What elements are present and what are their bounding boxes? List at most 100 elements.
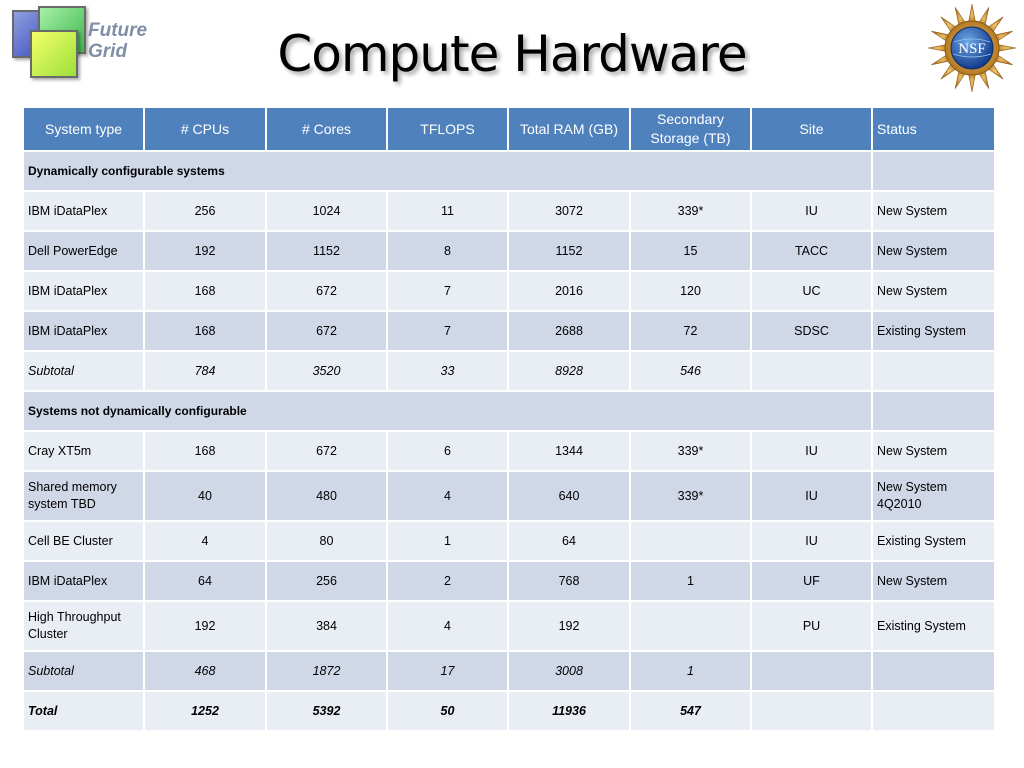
section-label: Systems not dynamically configurable	[22, 390, 873, 432]
table-cell: TACC	[750, 230, 873, 272]
table-cell: Existing System	[871, 600, 996, 652]
table-cell: 672	[265, 310, 388, 352]
table-cell: IU	[750, 520, 873, 562]
table-cell: 1152	[265, 230, 388, 272]
hardware-table-container: System type # CPUs # Cores TFLOPS Total RAM …	[22, 106, 996, 732]
table-cell: New System	[871, 430, 996, 472]
table-cell: 17	[386, 650, 509, 692]
table-cell: New System 4Q2010	[871, 470, 996, 522]
logo-text-line-1: Future	[88, 20, 148, 41]
table-cell: New System	[871, 560, 996, 602]
table-body: Dynamically configurable systems IBM iDat…	[22, 150, 996, 732]
futuregrid-logo: Future Grid	[12, 6, 162, 80]
table-cell: 7	[386, 270, 509, 312]
column-header: System type	[22, 106, 145, 152]
table-cell: 768	[507, 560, 631, 602]
table-cell: 15	[629, 230, 752, 272]
table-cell: 8	[386, 230, 509, 272]
table-cell: IU	[750, 470, 873, 522]
table-cell: 468	[143, 650, 267, 692]
table-cell: 1344	[507, 430, 631, 472]
page-title: Compute Hardware	[277, 25, 747, 83]
table-cell: 1252	[143, 690, 267, 732]
table-cell: New System	[871, 230, 996, 272]
table-cell: Subtotal	[22, 650, 145, 692]
table-cell: 64	[143, 560, 267, 602]
table-header-row: System type # CPUs # Cores TFLOPS Total RAM …	[22, 106, 996, 152]
table-cell: 3520	[265, 350, 388, 392]
table-cell	[871, 650, 996, 692]
table-cell: 339*	[629, 470, 752, 522]
table-cell: 4	[143, 520, 267, 562]
column-header: TFLOPS	[386, 106, 509, 152]
table-cell: 4	[386, 600, 509, 652]
table-cell	[750, 690, 873, 732]
table-cell: 192	[143, 600, 267, 652]
table-cell	[629, 600, 752, 652]
table-cell: 50	[386, 690, 509, 732]
table-cell: 8928	[507, 350, 631, 392]
column-header: # Cores	[265, 106, 388, 152]
table-cell: Total	[22, 690, 145, 732]
table-row: High Throughput Cluster 192 384 4 192 PU Exist…	[22, 600, 996, 652]
table-cell: 6	[386, 430, 509, 472]
table-cell: 192	[143, 230, 267, 272]
table-cell: 3072	[507, 190, 631, 232]
compute-hardware-table: System type # CPUs # Cores TFLOPS Total RAM …	[22, 106, 996, 732]
table-cell: Existing System	[871, 310, 996, 352]
column-header: Site	[750, 106, 873, 152]
table-cell	[871, 350, 996, 392]
table-cell: 2	[386, 560, 509, 602]
table-cell: 672	[265, 270, 388, 312]
table-cell: 640	[507, 470, 631, 522]
table-cell: 384	[265, 600, 388, 652]
table-cell: 1	[386, 520, 509, 562]
table-row: IBM iDataPlex 168 672 7 2016 120 UC New System	[22, 270, 996, 312]
section-header-row: Systems not dynamically configurable	[22, 390, 996, 432]
table-cell: New System	[871, 270, 996, 312]
table-cell: 1024	[265, 190, 388, 232]
table-cell: High Throughput Cluster	[22, 600, 145, 652]
table-cell: 1152	[507, 230, 631, 272]
table-cell: 1	[629, 560, 752, 602]
table-cell: New System	[871, 190, 996, 232]
table-cell: PU	[750, 600, 873, 652]
section-label: Dynamically configurable systems	[22, 150, 873, 192]
table-row: IBM iDataPlex 168 672 7 2688 72 SDSC Existing S…	[22, 310, 996, 352]
empty-cell	[871, 150, 996, 192]
table-cell: 168	[143, 270, 267, 312]
table-cell: 3008	[507, 650, 631, 692]
nsf-seal-text: NSF	[958, 41, 986, 57]
table-cell: 1	[629, 650, 752, 692]
table-cell: Shared memory system TBD	[22, 470, 145, 522]
table-cell: IBM iDataPlex	[22, 310, 145, 352]
table-cell: 33	[386, 350, 509, 392]
nsf-seal-icon: NSF	[926, 2, 1018, 94]
table-cell: IBM iDataPlex	[22, 560, 145, 602]
table-cell: Cell BE Cluster	[22, 520, 145, 562]
table-cell: UF	[750, 560, 873, 602]
table-cell: 80	[265, 520, 388, 562]
table-cell: 784	[143, 350, 267, 392]
table-cell: 480	[265, 470, 388, 522]
table-cell: IBM iDataPlex	[22, 190, 145, 232]
logo-text-line-2: Grid	[88, 41, 128, 62]
table-cell: 2688	[507, 310, 631, 352]
table-cell: 256	[143, 190, 267, 232]
logo-text: Future Grid	[88, 20, 147, 62]
table-cell: Cray XT5m	[22, 430, 145, 472]
table-cell: 7	[386, 310, 509, 352]
table-cell: 120	[629, 270, 752, 312]
table-cell: 168	[143, 430, 267, 472]
table-cell: 339*	[629, 430, 752, 472]
table-cell: 192	[507, 600, 631, 652]
table-cell: 672	[265, 430, 388, 472]
table-row: Cell BE Cluster 4 80 1 64 IU Existing System	[22, 520, 996, 562]
table-cell: 5392	[265, 690, 388, 732]
table-cell: IBM iDataPlex	[22, 270, 145, 312]
table-cell	[750, 350, 873, 392]
logo-square-lime	[30, 30, 78, 78]
subtotal-row: Subtotal 468 1872 17 3008 1	[22, 650, 996, 692]
table-cell: 256	[265, 560, 388, 602]
